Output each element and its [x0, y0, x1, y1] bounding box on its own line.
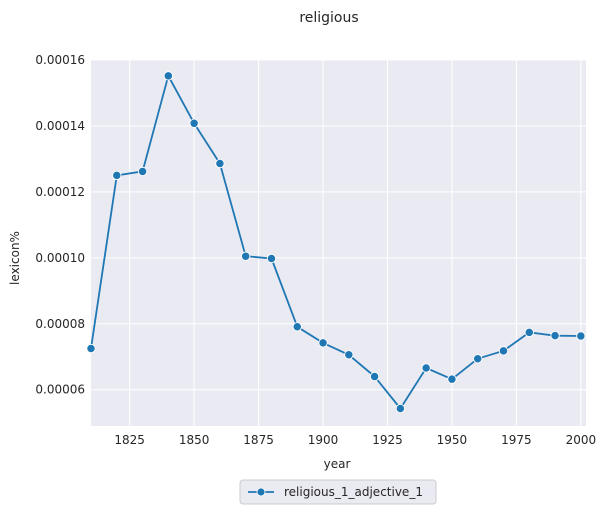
x-tick-label: 1900 — [308, 433, 339, 447]
y-axis-label: lexicon% — [8, 231, 22, 285]
y-tick-label: 0.00010 — [35, 251, 85, 265]
data-point — [266, 253, 277, 264]
x-tick-label: 1875 — [243, 433, 274, 447]
data-point — [550, 331, 560, 341]
x-tick-label: 1950 — [437, 433, 468, 447]
legend: religious_1_adjective_1 — [239, 479, 437, 505]
data-point — [112, 170, 122, 181]
x-tick-label: 2000 — [566, 433, 597, 447]
data-point — [498, 346, 509, 356]
x-axis-ticks: 1825 1850 1875 1900 1925 1950 1975 2000 — [114, 433, 596, 447]
legend-label: religious_1_adjective_1 — [284, 485, 423, 499]
x-tick-label: 1825 — [114, 433, 145, 447]
data-point — [318, 338, 328, 348]
data-point — [524, 327, 534, 338]
data-point — [189, 118, 199, 128]
y-axis-ticks: 0.00006 0.00008 0.00010 0.00012 0.00014 0.000… — [35, 53, 85, 397]
data-point — [576, 331, 586, 341]
data-point — [421, 363, 431, 373]
y-tick-label: 0.00012 — [35, 185, 85, 199]
x-tick-label: 1850 — [179, 433, 210, 447]
x-axis-label: year — [324, 457, 351, 471]
y-tick-label: 0.00008 — [35, 317, 85, 331]
data-point — [215, 158, 225, 169]
data-point — [86, 343, 96, 354]
series-layer — [86, 71, 586, 414]
data-point — [395, 403, 406, 414]
data-point — [344, 350, 354, 360]
plot-area — [91, 60, 586, 426]
legend-box — [239, 479, 437, 505]
chart-title: religious — [299, 10, 358, 26]
data-point — [473, 354, 483, 364]
y-tick-label: 0.00014 — [35, 119, 85, 133]
x-tick-label: 1975 — [501, 433, 532, 447]
data-point — [292, 322, 302, 332]
y-tick-label: 0.00006 — [35, 383, 85, 397]
x-tick-label: 1925 — [372, 433, 403, 447]
data-point — [369, 371, 380, 382]
data-point — [163, 71, 173, 81]
y-tick-label: 0.00016 — [35, 53, 85, 67]
legend-marker-swatch — [256, 487, 266, 497]
data-point — [241, 251, 251, 261]
gridlines — [91, 59, 586, 426]
data-point — [447, 374, 457, 384]
data-point — [137, 166, 148, 177]
